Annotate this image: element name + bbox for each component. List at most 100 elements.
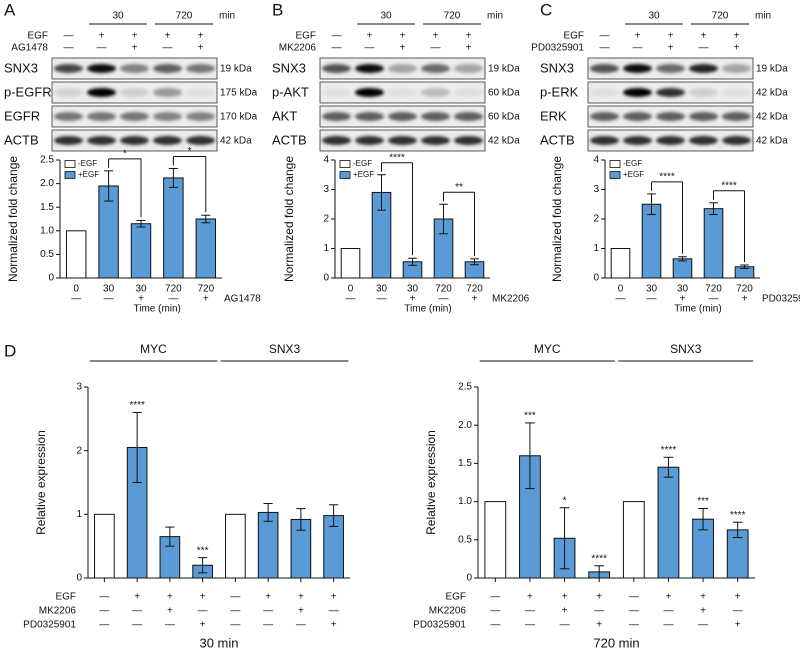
x-tick-label: 720 — [466, 284, 483, 295]
treatment-name: EGF — [55, 592, 76, 603]
treatment-sign: — — [709, 294, 719, 305]
x-tick-label: 0 — [618, 284, 624, 295]
band — [420, 64, 451, 73]
treatment-name: EGF — [27, 31, 48, 42]
time-header: 720 — [712, 11, 729, 22]
band — [387, 112, 418, 121]
error-bar — [559, 507, 570, 570]
error-bar — [740, 264, 749, 270]
x-tick-label: 30 — [135, 284, 147, 295]
y-tick-label: 0 — [466, 573, 472, 584]
legend-label: +EGF — [623, 170, 644, 179]
treatment-sign: + — [198, 31, 204, 42]
x-tick-label: 30 — [677, 284, 689, 295]
protein-name: EGFR — [4, 108, 40, 123]
error-bar — [168, 167, 178, 188]
significance: **** — [129, 400, 145, 411]
y-axis-label: Normalized fold change — [282, 156, 296, 282]
band — [86, 88, 117, 97]
group-label: MYC — [534, 342, 561, 356]
treatment-sign: + — [466, 31, 472, 42]
band — [721, 88, 752, 97]
y-tick-label: 2.5 — [458, 382, 472, 393]
significance: * — [563, 495, 567, 506]
legend-swatch — [609, 171, 621, 179]
band-size: 19 kDa — [756, 64, 788, 75]
error-bar — [296, 508, 306, 531]
error-bar — [132, 411, 142, 483]
band — [688, 136, 719, 145]
bar — [195, 218, 217, 279]
protein-name: SNX3 — [272, 60, 306, 75]
error-bar — [698, 507, 708, 531]
time-unit: min — [219, 11, 235, 22]
treatment-sign: — — [163, 43, 173, 54]
treatment-sign: — — [663, 620, 673, 631]
treatment-sign: + — [400, 31, 406, 42]
treatment-sign: + — [700, 592, 706, 603]
band — [152, 64, 183, 73]
bar — [257, 511, 279, 579]
treatment-sign: — — [698, 620, 708, 631]
treatment-sign: + — [433, 31, 439, 42]
band — [185, 64, 216, 73]
y-tick-label: 2 — [323, 214, 329, 225]
treatment-sign: — — [99, 592, 109, 603]
error-bar — [104, 170, 114, 202]
treatment-sign: + — [734, 31, 740, 42]
significance: * — [123, 148, 127, 159]
panel-label: C — [540, 0, 552, 19]
x-tick-label: 30 — [407, 284, 419, 295]
band — [354, 136, 385, 145]
y-tick-label: 2 — [76, 445, 82, 456]
treatment-sign: — — [332, 43, 342, 54]
band — [53, 64, 84, 73]
x-tick-label: 720 — [165, 284, 182, 295]
x-tick-label: 30 — [103, 284, 115, 295]
treatment-sign: + — [668, 43, 674, 54]
treatment-sign: — — [600, 43, 610, 54]
treatment-sign: + — [734, 43, 740, 54]
treatment-sign: — — [377, 294, 387, 305]
treatment-sign: — — [332, 31, 342, 42]
treatment-sign: + — [562, 606, 568, 617]
band — [185, 112, 216, 121]
treatment-sign: + — [165, 31, 171, 42]
treatment-sign: — — [365, 43, 375, 54]
treatment-sign: + — [134, 592, 140, 603]
y-tick-label: 0.5 — [458, 534, 472, 545]
chart-title: 720 min — [593, 635, 639, 650]
treatment-sign: + — [666, 592, 672, 603]
band — [53, 112, 84, 121]
error-bar — [732, 521, 743, 539]
band — [420, 112, 451, 121]
treatment-sign: — — [616, 294, 626, 305]
band-size: 60 kDa — [488, 88, 520, 99]
band — [321, 64, 352, 73]
y-tick-label: 3 — [323, 184, 329, 195]
band — [185, 136, 216, 145]
band-size: 42 kDa — [488, 136, 520, 147]
significance: *** — [524, 411, 536, 422]
band — [321, 88, 352, 97]
x-tick-label: 30 — [376, 284, 388, 295]
band-size: 170 kDa — [220, 112, 258, 123]
treatment-sign: — — [329, 606, 339, 617]
treatment-sign: + — [331, 592, 337, 603]
bar — [130, 223, 152, 279]
treatment-sign: — — [733, 606, 743, 617]
band — [119, 136, 150, 145]
treatment-name: PD0325901 — [23, 620, 76, 631]
treatment-sign: — — [230, 606, 240, 617]
error-bar — [439, 203, 448, 235]
treatment-sign: + — [668, 31, 674, 42]
bar — [163, 177, 184, 279]
treatment-sign: + — [331, 620, 337, 631]
protein-name: ACTB — [540, 132, 575, 147]
error-bar — [647, 193, 656, 216]
treatment-sign: + — [203, 294, 209, 305]
x-tick-label: 30 — [646, 284, 658, 295]
treatment-sign: — — [230, 620, 240, 631]
band — [622, 136, 653, 145]
